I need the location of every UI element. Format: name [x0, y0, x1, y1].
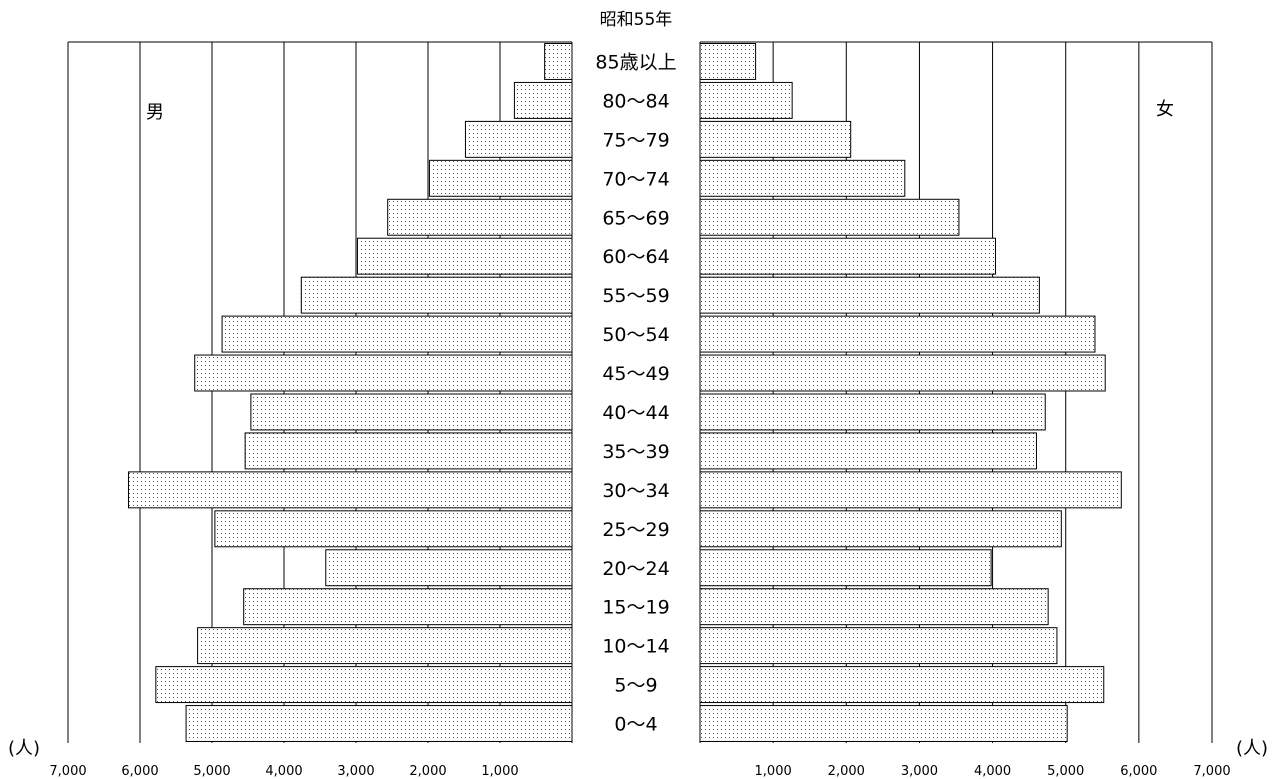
male-bar — [326, 550, 572, 586]
male-bar — [186, 706, 572, 742]
female-series-label: 女 — [1156, 99, 1174, 120]
female-bar — [700, 628, 1057, 664]
right-tick-label: 7,000 — [1193, 764, 1230, 779]
male-bar — [156, 667, 572, 703]
age-group-label: 35〜39 — [602, 441, 669, 463]
female-bar — [700, 238, 995, 274]
chart-title: 昭和55年 — [600, 10, 673, 30]
male-bar — [245, 433, 572, 469]
left-unit-label: (人) — [8, 738, 40, 759]
female-bar — [700, 472, 1121, 508]
left-tick-label: 1,000 — [481, 764, 518, 779]
male-bar — [429, 160, 572, 196]
female-bar — [700, 316, 1095, 352]
male-bar — [465, 121, 572, 157]
age-group-label: 70〜74 — [602, 168, 669, 190]
female-bar — [700, 121, 851, 157]
age-group-label: 65〜69 — [602, 207, 669, 229]
age-group-label: 75〜79 — [602, 129, 669, 151]
right-tick-label: 2,000 — [828, 764, 865, 779]
age-group-label: 5〜9 — [614, 675, 657, 697]
right-unit-label: (人) — [1236, 738, 1268, 759]
male-bar — [514, 82, 572, 118]
female-bar — [700, 550, 991, 586]
male-bar — [198, 628, 572, 664]
left-tick-label: 2,000 — [409, 764, 446, 779]
female-bar — [700, 433, 1036, 469]
age-group-label: 80〜84 — [602, 90, 669, 112]
male-bar — [195, 355, 572, 391]
age-group-label: 85歳以上 — [595, 51, 676, 73]
male-bar — [128, 472, 572, 508]
male-bar — [222, 316, 572, 352]
male-bar — [388, 199, 572, 235]
right-tick-label: 4,000 — [974, 764, 1011, 779]
female-bar — [700, 394, 1045, 430]
left-tick-label: 6,000 — [121, 764, 158, 779]
age-group-label: 30〜34 — [602, 480, 669, 502]
female-bar — [700, 199, 959, 235]
right-tick-label: 3,000 — [901, 764, 938, 779]
age-group-label: 20〜24 — [602, 558, 669, 580]
male-bar — [215, 511, 572, 547]
right-tick-label: 1,000 — [755, 764, 792, 779]
right-tick-label: 6,000 — [1120, 764, 1157, 779]
left-tick-label: 5,000 — [193, 764, 230, 779]
male-bar — [357, 238, 572, 274]
female-bar — [700, 589, 1048, 625]
age-group-label: 0〜4 — [614, 714, 657, 736]
right-tick-label: 5,000 — [1047, 764, 1084, 779]
female-bar — [700, 511, 1061, 547]
age-group-label: 50〜54 — [602, 324, 669, 346]
age-group-label: 25〜29 — [602, 519, 669, 541]
female-bar — [700, 706, 1067, 742]
female-bar — [700, 160, 905, 196]
male-series-label: 男 — [146, 102, 164, 123]
age-group-label: 10〜14 — [602, 636, 669, 658]
age-group-label: 55〜59 — [602, 285, 669, 307]
age-group-label: 15〜19 — [602, 597, 669, 619]
left-tick-label: 4,000 — [265, 764, 302, 779]
male-bar — [545, 44, 572, 80]
age-group-label: 45〜49 — [602, 363, 669, 385]
age-group-label: 40〜44 — [602, 402, 669, 424]
male-bar — [244, 589, 572, 625]
female-bar — [700, 667, 1104, 703]
male-bar — [251, 394, 572, 430]
female-bar — [700, 44, 756, 80]
female-bar — [700, 277, 1039, 313]
male-bar — [301, 277, 572, 313]
left-tick-label: 7,000 — [49, 764, 86, 779]
female-bar — [700, 355, 1105, 391]
female-bar — [700, 82, 792, 118]
left-tick-label: 3,000 — [337, 764, 374, 779]
age-group-label: 60〜64 — [602, 246, 669, 268]
